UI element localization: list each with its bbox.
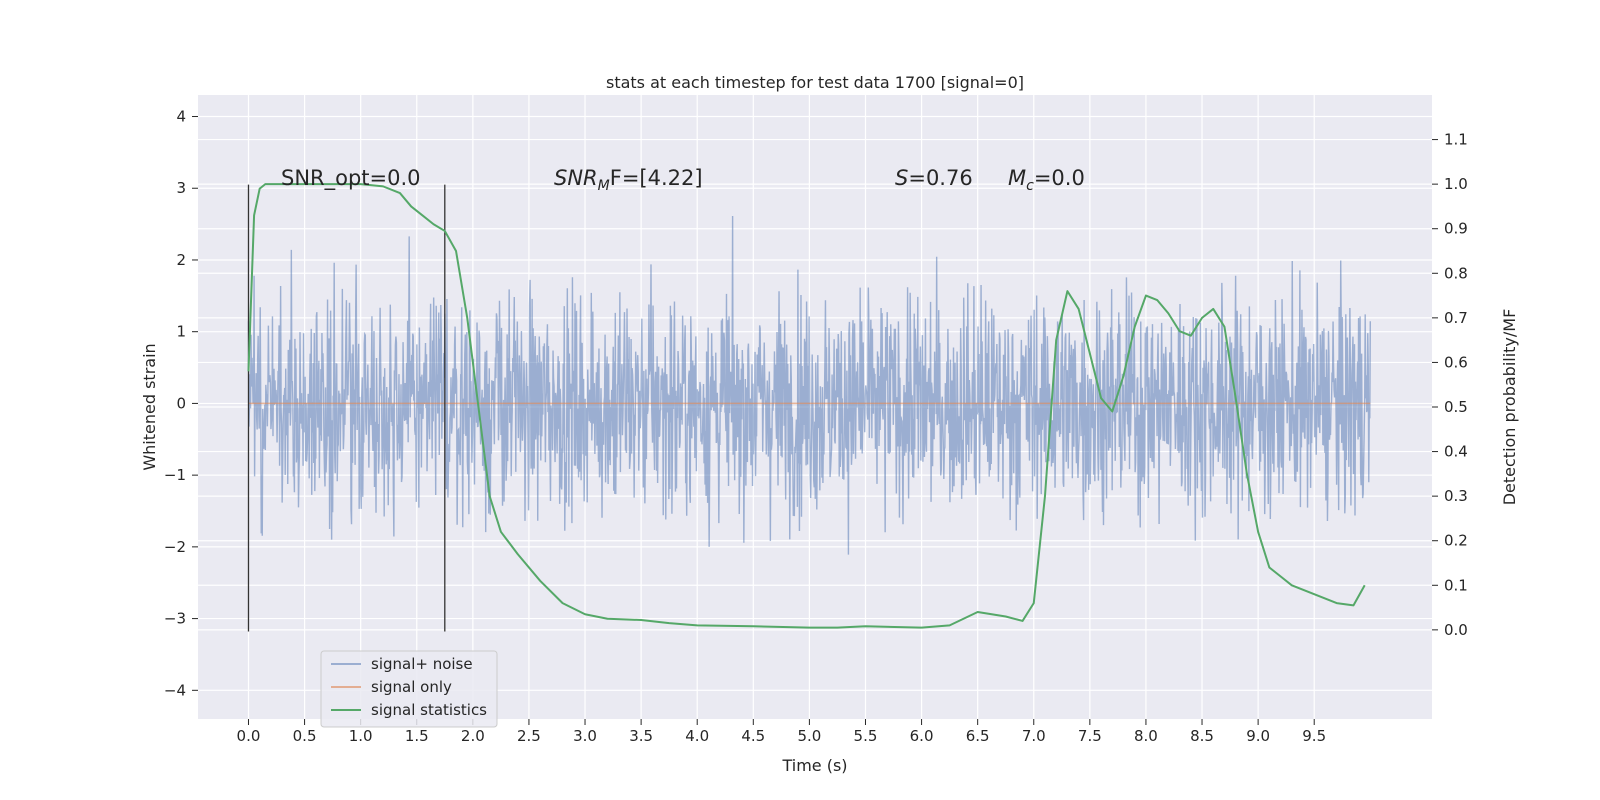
x-axis-ticks: 0.0 0.5 1.0 1.5 2.0 2.5 3.0 3.5 4.0 4.5 5.0 5.5 6.0 6… (237, 719, 1326, 745)
signal-noise-series (247, 215, 1371, 555)
annotation-snr-mf-rest: F=[4.22] (610, 166, 703, 190)
x-tick-label: 1.5 (405, 727, 429, 745)
x-tick-label: 8.0 (1134, 727, 1158, 745)
x-tick-label: 7.0 (1022, 727, 1046, 745)
annotation-snr-mf: SNRMF=[4.22] (554, 166, 703, 194)
y2-tick-label: 0.0 (1444, 621, 1468, 639)
y-tick-label: 2 (176, 251, 186, 269)
x-tick-label: 4.5 (741, 727, 765, 745)
annotation-snr-opt: SNR_opt=0.0 (281, 166, 421, 191)
signal-statistics-series (247, 183, 1366, 629)
legend-label-signal-noise: signal+ noise (371, 655, 473, 673)
y2-tick-label: 0.2 (1444, 532, 1468, 550)
y-tick-label: −1 (164, 466, 186, 484)
y2-tick-label: 0.8 (1444, 264, 1468, 282)
y-tick-label: 0 (176, 394, 186, 412)
y-tick-label: −4 (164, 681, 186, 699)
series-line-signal-statistics (247, 183, 1366, 629)
y2-tick-label: 0.3 (1444, 487, 1468, 505)
annotation-mc-sub: c (1026, 178, 1034, 194)
x-tick-label: 1.0 (349, 727, 373, 745)
x-tick-label: 5.5 (854, 727, 878, 745)
x-tick-label: 4.0 (685, 727, 709, 745)
vertical-markers (247, 184, 446, 632)
y2-tick-label: 0.6 (1444, 353, 1468, 371)
y-axis-ticks: 4 3 2 1 0 −1 −2 −3 −4 (164, 108, 198, 699)
legend-box (320, 650, 498, 728)
annotation-mc-rest: =0.0 (1034, 166, 1085, 190)
y-tick-label: 4 (176, 108, 186, 126)
x-tick-label: 6.5 (966, 727, 990, 745)
annotation-s-rest: =0.76 (908, 166, 972, 190)
x-tick-label: 0.0 (237, 727, 261, 745)
x-tick-label: 2.0 (461, 727, 485, 745)
y2-tick-label: 1.1 (1444, 131, 1468, 149)
x-tick-label: 2.5 (517, 727, 541, 745)
y-tick-label: 3 (176, 179, 186, 197)
y2-tick-label: 0.9 (1444, 220, 1468, 238)
series-line-signal-noise (247, 215, 1371, 555)
y-tick-label: −3 (164, 610, 186, 628)
y2-axis-ticks: 1.1 1.0 0.9 0.8 0.7 0.6 0.5 0.4 0.3 0.2 0.1 0.0 (1432, 131, 1468, 639)
x-axis-label: Time (s) (781, 756, 847, 775)
y2-tick-label: 0.7 (1444, 309, 1468, 327)
legend-label-signal-only: signal only (371, 678, 452, 696)
y2-tick-label: 0.4 (1444, 443, 1468, 461)
x-tick-label: 3.0 (573, 727, 597, 745)
y-axis-label: Whitened strain (140, 343, 159, 470)
y-tick-label: −2 (164, 538, 186, 556)
x-tick-label: 6.0 (910, 727, 934, 745)
y2-tick-label: 0.5 (1444, 398, 1468, 416)
annotation-mc: Mc=0.0 (1008, 166, 1085, 194)
annotation-snr-mf-main: SNR (554, 166, 598, 190)
y2-tick-label: 1.0 (1444, 175, 1468, 193)
x-tick-label: 5.0 (797, 727, 821, 745)
annotation-s-var: S (895, 166, 908, 190)
x-tick-label: 3.5 (629, 727, 653, 745)
x-tick-label: 0.5 (293, 727, 317, 745)
annotation-mc-var: M (1008, 166, 1026, 190)
x-tick-label: 9.0 (1246, 727, 1270, 745)
legend-label-signal-statistics: signal statistics (371, 701, 487, 719)
y-tick-label: 1 (176, 323, 186, 341)
x-tick-label: 7.5 (1078, 727, 1102, 745)
legend: signal+ noise signal only signal statist… (320, 650, 498, 728)
chart-title: stats at each timestep for test data 170… (606, 73, 1024, 92)
y2-axis-label: Detection probability/MF (1500, 309, 1519, 506)
y2-tick-label: 0.1 (1444, 576, 1468, 594)
annotation-snr-mf-sub: M (598, 178, 610, 194)
annotation-s: S=0.76 (895, 166, 973, 190)
x-tick-label: 9.5 (1302, 727, 1326, 745)
x-tick-label: 8.5 (1190, 727, 1214, 745)
